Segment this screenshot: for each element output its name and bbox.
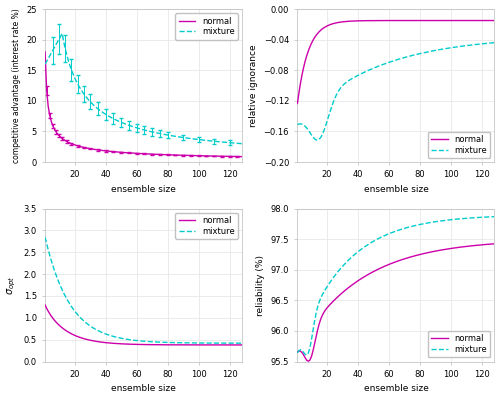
- mixture: [294, 122, 300, 127]
- Legend: normal, mixture: normal, mixture: [175, 13, 238, 40]
- mixture: [492, 40, 498, 45]
- normal: [230, 343, 236, 348]
- normal: [123, 342, 129, 346]
- mixture: [42, 62, 48, 67]
- mixture: [116, 119, 122, 124]
- normal: [42, 49, 48, 54]
- mixture: [484, 215, 490, 219]
- normal: [464, 18, 469, 23]
- normal: [368, 18, 374, 23]
- Y-axis label: competitive advantage (interest rate %): competitive advantage (interest rate %): [12, 8, 20, 163]
- mixture: [239, 141, 245, 146]
- normal: [144, 342, 150, 347]
- Y-axis label: reliability (%): reliability (%): [256, 255, 265, 316]
- mixture: [115, 335, 121, 340]
- mixture: [294, 350, 300, 355]
- normal: [398, 257, 404, 262]
- Line: mixture: mixture: [45, 237, 242, 343]
- mixture: [314, 138, 320, 142]
- mixture: [90, 326, 96, 330]
- Line: mixture: mixture: [298, 217, 494, 355]
- normal: [342, 19, 348, 24]
- mixture: [369, 240, 375, 245]
- X-axis label: ensemble size: ensemble size: [364, 185, 428, 194]
- mixture: [376, 63, 382, 68]
- normal: [294, 350, 300, 354]
- normal: [397, 18, 403, 23]
- X-axis label: ensemble size: ensemble size: [111, 185, 176, 194]
- normal: [230, 154, 236, 159]
- mixture: [344, 79, 350, 84]
- mixture: [398, 56, 404, 61]
- mixture: [92, 104, 98, 109]
- normal: [344, 286, 350, 291]
- X-axis label: ensemble size: ensemble size: [364, 385, 428, 393]
- normal: [482, 18, 488, 23]
- normal: [306, 359, 312, 363]
- mixture: [59, 31, 65, 36]
- Legend: normal, mixture: normal, mixture: [428, 331, 490, 358]
- Line: mixture: mixture: [45, 34, 242, 144]
- normal: [90, 338, 96, 343]
- mixture: [398, 227, 404, 232]
- normal: [115, 150, 121, 154]
- mixture: [465, 216, 471, 221]
- normal: [294, 101, 300, 106]
- Line: normal: normal: [298, 244, 494, 361]
- mixture: [492, 214, 498, 219]
- normal: [465, 244, 471, 249]
- mixture: [376, 235, 382, 240]
- normal: [239, 154, 245, 159]
- mixture: [42, 235, 48, 240]
- normal: [492, 18, 498, 23]
- Y-axis label: $\sigma_{opt}$: $\sigma_{opt}$: [6, 275, 18, 295]
- normal: [115, 341, 121, 346]
- Line: normal: normal: [298, 20, 494, 103]
- mixture: [212, 139, 218, 144]
- normal: [90, 147, 96, 152]
- normal: [369, 270, 375, 275]
- Line: normal: normal: [45, 305, 242, 345]
- normal: [123, 150, 129, 155]
- normal: [144, 152, 150, 156]
- X-axis label: ensemble size: ensemble size: [111, 385, 176, 393]
- normal: [376, 266, 382, 271]
- Line: mixture: mixture: [298, 43, 494, 140]
- mixture: [484, 41, 490, 46]
- mixture: [344, 259, 350, 264]
- Y-axis label: relative ignorance: relative ignorance: [249, 44, 258, 127]
- mixture: [124, 122, 130, 127]
- mixture: [144, 339, 150, 344]
- normal: [42, 302, 48, 307]
- mixture: [232, 141, 237, 146]
- mixture: [369, 67, 375, 71]
- mixture: [146, 129, 152, 134]
- mixture: [304, 353, 310, 358]
- normal: [492, 241, 498, 246]
- normal: [239, 343, 245, 348]
- normal: [375, 18, 381, 23]
- normal: [484, 242, 490, 247]
- mixture: [230, 341, 236, 346]
- normal: [211, 154, 217, 158]
- mixture: [239, 341, 245, 346]
- Legend: normal, mixture: normal, mixture: [175, 213, 238, 239]
- normal: [211, 342, 217, 347]
- mixture: [211, 341, 217, 346]
- Line: normal: normal: [45, 52, 242, 157]
- mixture: [123, 337, 129, 342]
- mixture: [465, 43, 471, 48]
- Legend: normal, mixture: normal, mixture: [428, 132, 490, 158]
